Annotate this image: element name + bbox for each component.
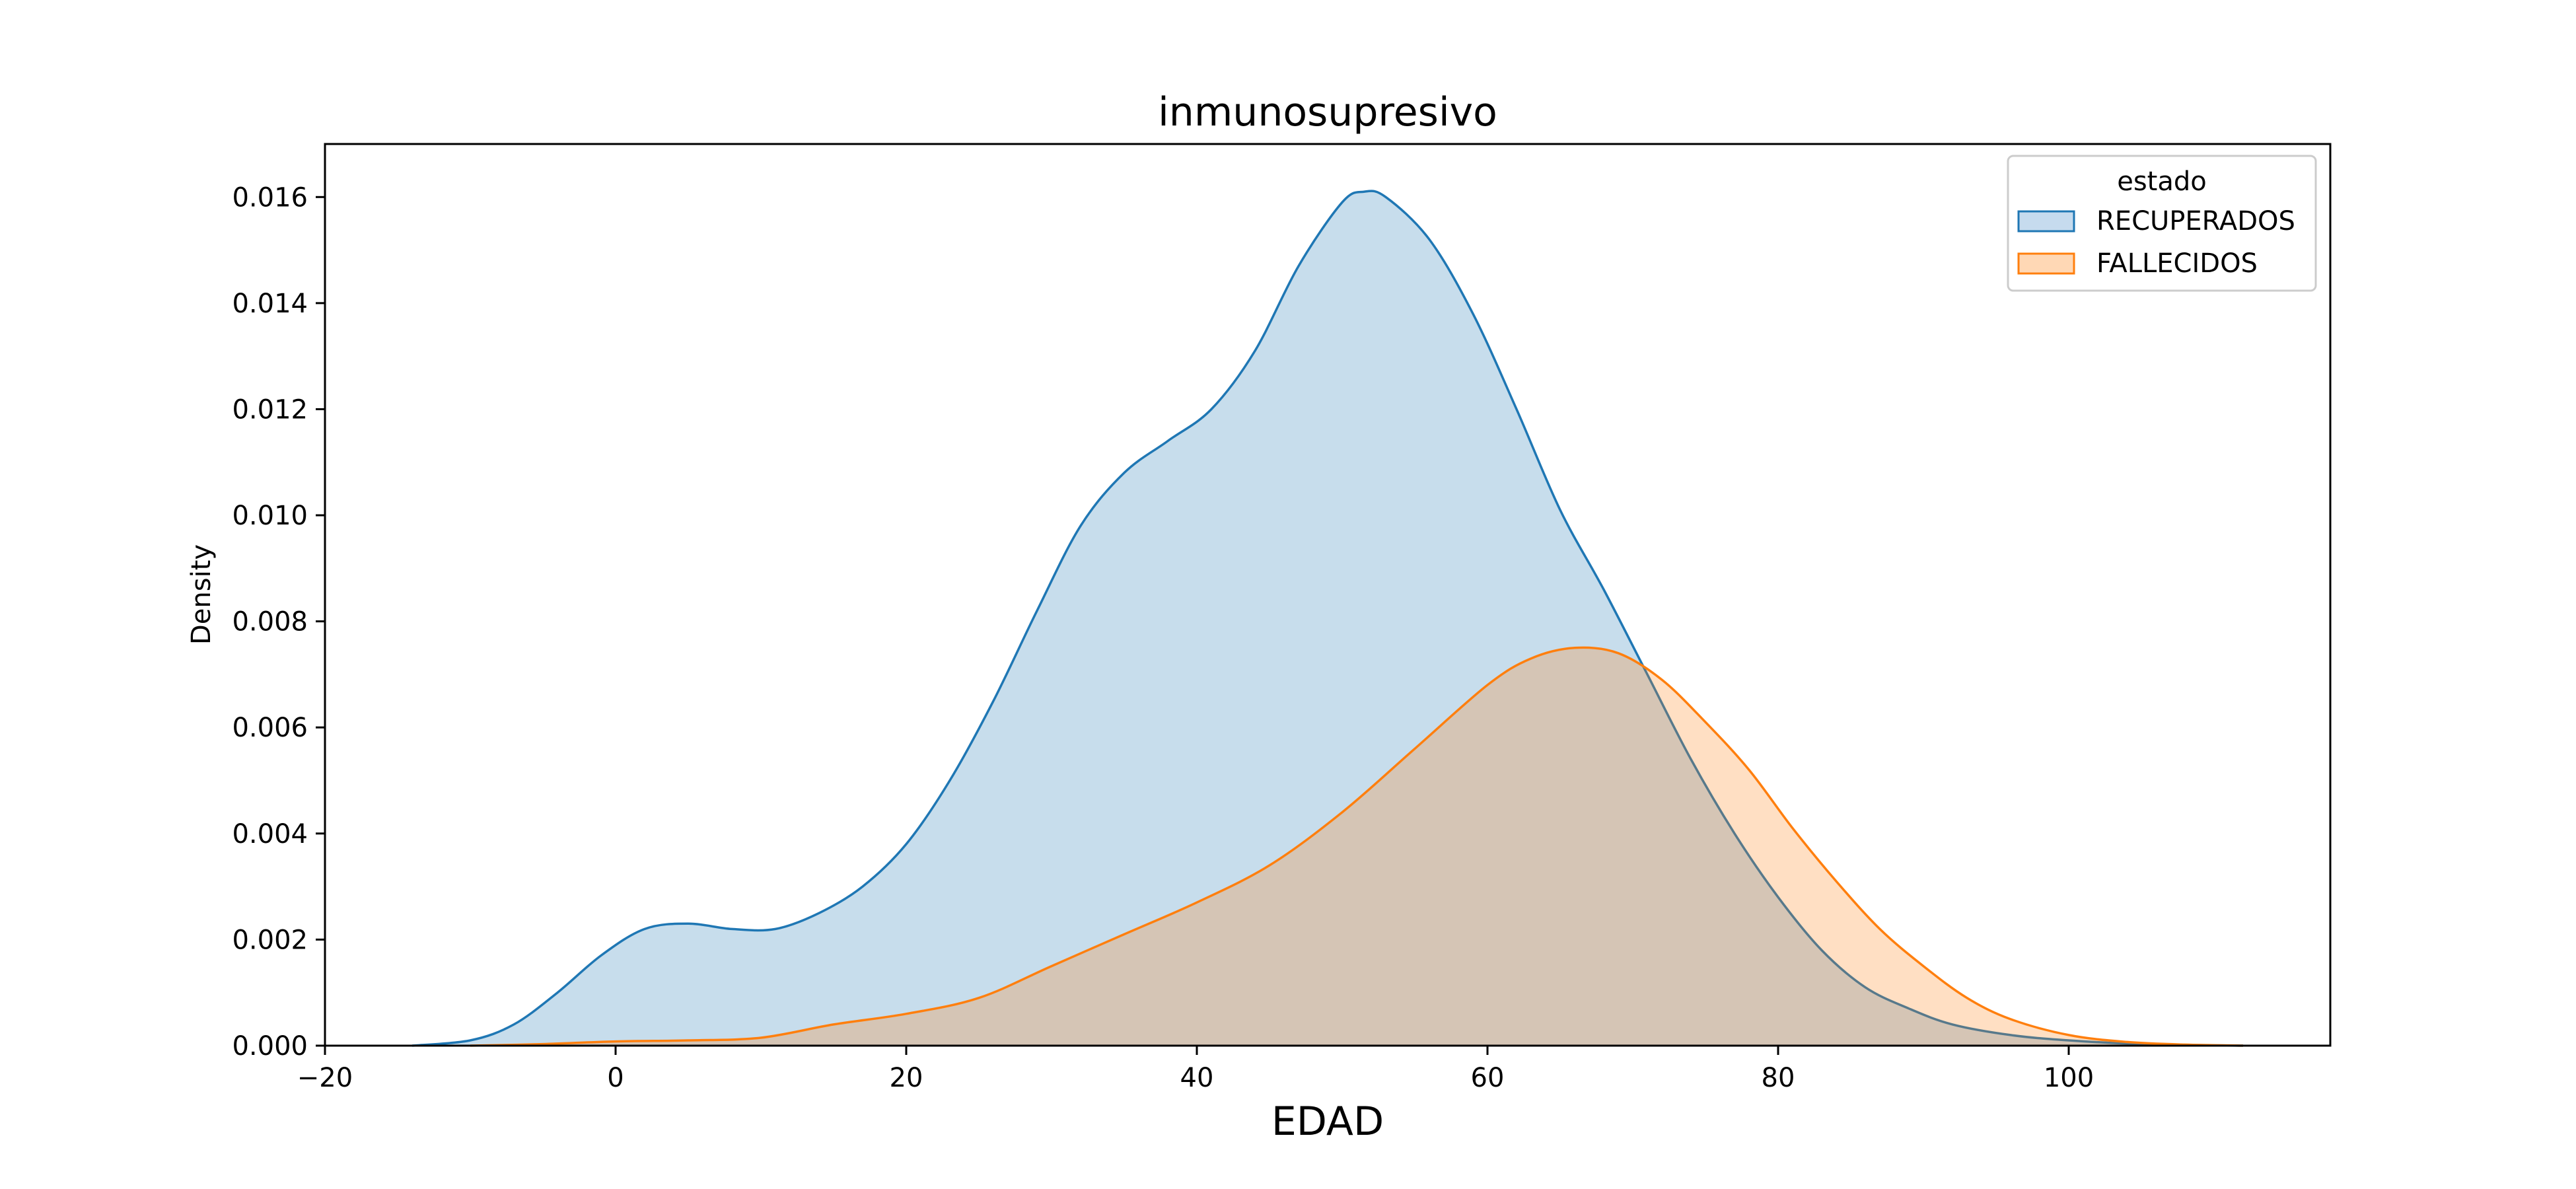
legend: estado RECUPERADOS FALLECIDOS bbox=[2007, 155, 2317, 292]
x-axis-label: EDAD bbox=[1271, 1099, 1384, 1145]
y-axis-label: Density bbox=[186, 544, 217, 645]
plot-frame bbox=[324, 143, 2332, 1047]
x-tick-label: 100 bbox=[2044, 1063, 2094, 1093]
density-area-fallecidos bbox=[470, 647, 2243, 1046]
legend-label-fallecidos: FALLECIDOS bbox=[2096, 248, 2258, 279]
legend-label-recuperados: RECUPERADOS bbox=[2096, 206, 2295, 236]
x-tick-label: 80 bbox=[1762, 1063, 1795, 1093]
chart-title: inmunosupresivo bbox=[1158, 89, 1497, 135]
y-tick-label: 0.008 bbox=[232, 607, 308, 637]
y-tick-label: 0.000 bbox=[232, 1031, 308, 1062]
legend-box bbox=[2007, 155, 2317, 292]
x-tick-label: 0 bbox=[607, 1063, 624, 1093]
y-tick-label: 0.010 bbox=[232, 501, 308, 531]
y-tick-label: 0.004 bbox=[232, 819, 308, 849]
density-line-recuperados bbox=[411, 190, 2244, 1047]
legend-swatch-fallecidos bbox=[2017, 252, 2075, 275]
legend-swatch-recuperados bbox=[2017, 210, 2075, 233]
y-tick-label: 0.014 bbox=[232, 289, 308, 319]
x-axis: −20 0 20 40 60 80 100 bbox=[297, 1046, 2094, 1093]
density-line-fallecidos bbox=[470, 646, 2244, 1047]
y-tick-label: 0.002 bbox=[232, 925, 308, 955]
legend-title: estado bbox=[2117, 166, 2207, 197]
x-tick-label: −20 bbox=[297, 1063, 353, 1093]
y-tick-label: 0.006 bbox=[232, 713, 308, 743]
plot-area bbox=[411, 190, 2244, 1047]
x-tick-label: 40 bbox=[1180, 1063, 1214, 1093]
y-tick-label: 0.012 bbox=[232, 394, 308, 425]
x-tick-label: 60 bbox=[1471, 1063, 1505, 1093]
x-tick-label: 20 bbox=[890, 1063, 923, 1093]
y-axis: 0.000 0.002 0.004 0.006 0.008 0.010 0.012 0.014… bbox=[232, 182, 325, 1062]
density-area-recuperados bbox=[412, 191, 2243, 1046]
y-tick-label: 0.016 bbox=[232, 182, 308, 213]
